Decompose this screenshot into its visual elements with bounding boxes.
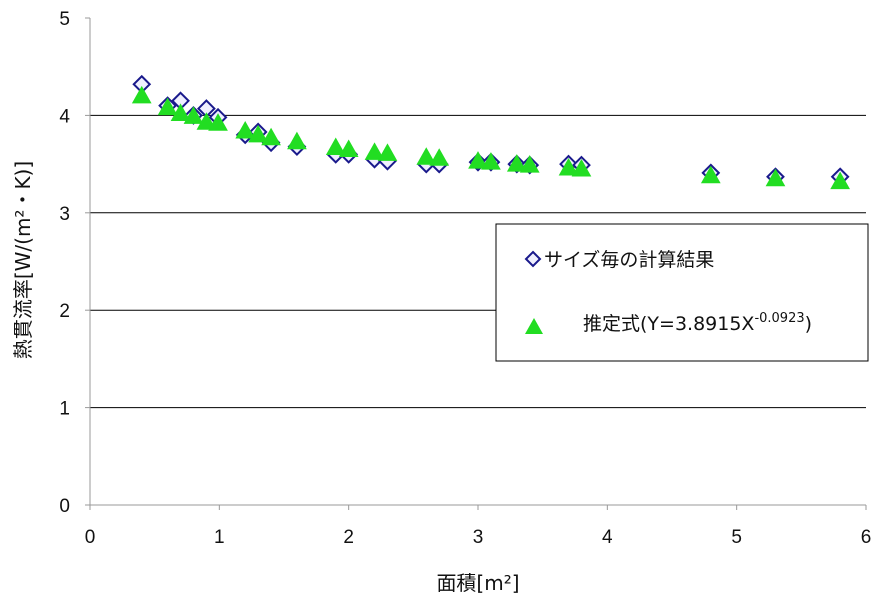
y-tick-label-1: 1	[59, 399, 70, 420]
triangle-point-11	[338, 139, 359, 157]
triangle-point-13	[377, 143, 398, 161]
x-tick-label-1: 1	[214, 527, 225, 548]
triangle-point-1	[157, 97, 178, 116]
triangle-point-14	[416, 147, 437, 165]
triangle-point-21	[571, 158, 592, 177]
legend-marker-diamond	[524, 250, 542, 268]
x-tick-label-2: 2	[343, 527, 354, 548]
triangle-point-7	[248, 124, 268, 143]
y-tick-label-5: 5	[59, 9, 70, 30]
legend-formula-exponent: -0.0923	[754, 311, 804, 326]
x-axis-title: 面積[m²]	[436, 571, 519, 595]
triangle-point-18	[506, 154, 527, 172]
x-tick-label-4: 4	[602, 527, 613, 548]
series-estimate-formula	[131, 85, 850, 190]
triangle-point-24	[830, 171, 850, 190]
triangle-point-4	[196, 112, 217, 130]
triangle-point-8	[261, 127, 281, 146]
triangle-point-2	[170, 103, 191, 121]
triangle-point-3	[183, 106, 204, 124]
legend: サイズ毎の計算結果 推定式(Y=3.8915X-0.0923)	[495, 223, 869, 362]
triangle-point-12	[364, 142, 385, 160]
y-tick-label-2: 2	[59, 301, 70, 322]
triangle-point-17	[481, 152, 501, 170]
triangle-point-16	[468, 151, 488, 169]
y-tick-label-3: 3	[59, 204, 70, 225]
y-tick-label-4: 4	[59, 106, 70, 127]
triangle-point-22	[700, 165, 721, 184]
x-tick-label-5: 5	[731, 527, 742, 548]
x-tick-label-6: 6	[861, 527, 872, 548]
y-axis-title: 熱貫流率[W/(m²・K)]	[11, 161, 35, 359]
legend-marker-triangle	[525, 318, 543, 334]
triangle-point-15	[429, 148, 450, 166]
legend-label-calc-results: サイズ毎の計算結果	[544, 249, 714, 271]
triangle-point-0	[131, 85, 152, 104]
axes	[85, 17, 867, 510]
triangle-point-19	[519, 155, 540, 173]
x-tick-label-0: 0	[85, 527, 96, 548]
y-tick-labels: 0 1 2 3 4 5	[59, 9, 70, 517]
triangle-point-9	[287, 131, 307, 150]
triangle-point-10	[325, 137, 346, 156]
legend-formula-base: 推定式(Y=3.8915X	[583, 313, 754, 335]
x-tick-label-3: 3	[473, 527, 484, 548]
legend-formula-suffix: )	[805, 313, 812, 335]
legend-box	[495, 223, 869, 362]
x-tick-labels: 0 1 2 3 4 5 6	[85, 527, 872, 548]
triangle-point-20	[558, 157, 579, 176]
legend-label-estimate-formula: 推定式(Y=3.8915X-0.0923)	[583, 311, 812, 335]
triangle-point-5	[208, 113, 228, 131]
triangle-point-6	[235, 120, 256, 139]
triangle-point-23	[765, 168, 786, 187]
y-tick-label-0: 0	[59, 496, 70, 517]
